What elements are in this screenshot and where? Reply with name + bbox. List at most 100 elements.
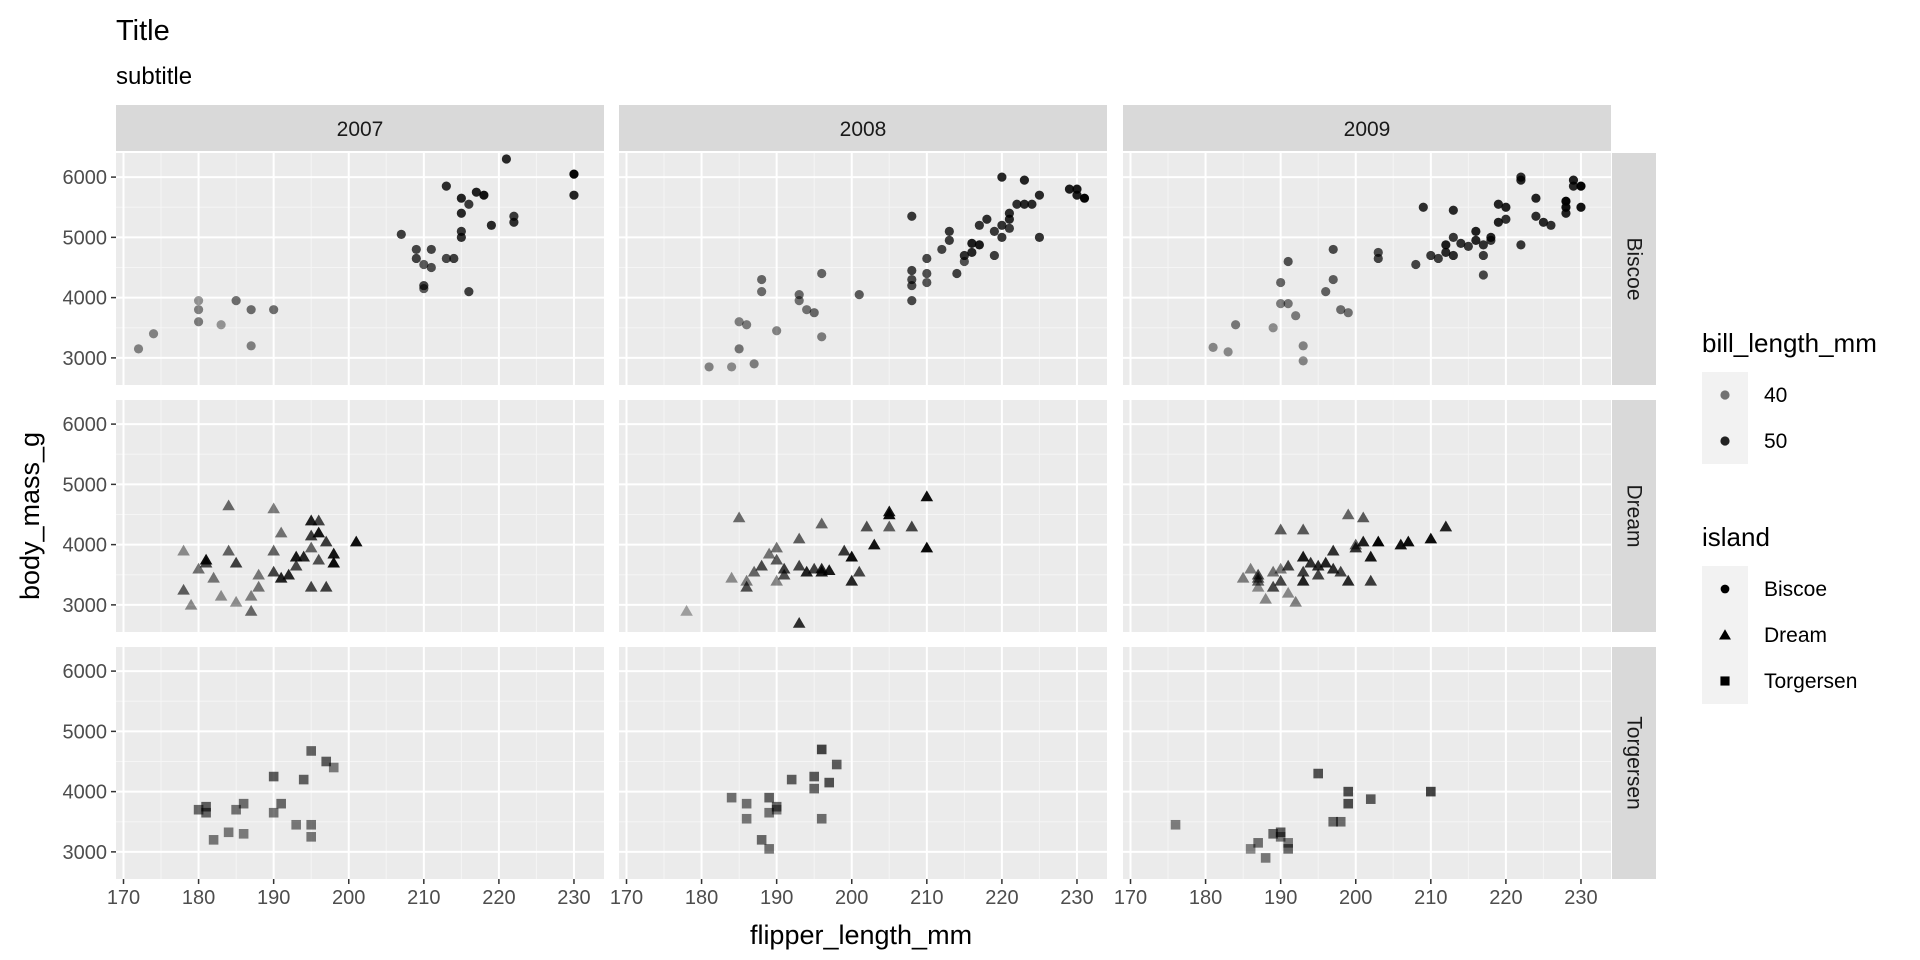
data-point-triangle [777,568,791,580]
data-point-triangle [1274,523,1287,535]
data-point-circle [1231,320,1241,330]
series-points [193,746,339,845]
data-point-triangle [845,550,859,562]
data-point-triangle [792,532,806,544]
data-point-circle [922,253,932,264]
data-point-triangle [1341,574,1355,586]
data-point-square [276,798,286,809]
data-point-circle [937,244,947,255]
series-points [1236,508,1453,607]
data-point-triangle [762,547,776,559]
data-point-triangle [327,547,341,559]
data-point-circle [1463,241,1473,252]
data-point-circle [959,256,969,267]
data-point-square [208,835,219,845]
y-tick-label: 3000 [63,348,108,370]
data-point-circle [997,172,1007,182]
data-point-square [816,744,827,755]
facet-strip-label: Torgersen [1623,716,1646,809]
data-point-triangle [1236,571,1250,583]
data-point-triangle [740,580,753,592]
x-tick-label: 230 [1564,887,1597,909]
data-point-circle [1448,232,1458,242]
x-tick-label: 210 [407,887,440,909]
data-point-triangle [852,565,866,577]
data-point-circle [742,320,752,330]
x-tick-label: 200 [332,887,365,909]
data-point-triangle [349,535,363,547]
data-point-triangle [207,571,220,583]
data-point-triangle [680,604,693,616]
data-point-triangle [860,520,874,532]
data-point-square [1275,832,1286,842]
data-point-square [1253,838,1263,848]
data-point-triangle [777,562,791,574]
data-point-triangle [1341,508,1355,520]
data-point-circle [1561,202,1571,212]
data-point-square [1170,819,1181,830]
data-point-circle [1478,250,1488,261]
data-point-circle [749,359,759,369]
data-point-square [1720,676,1730,686]
panel-background [1123,153,1611,385]
data-point-circle [501,154,511,164]
facet-strip-label: 2008 [840,118,887,141]
data-point-triangle [199,553,213,565]
data-point-circle [464,199,474,209]
legend-label: 50 [1764,430,1787,453]
x-tick-label: 190 [257,887,290,909]
data-point-circle [1576,202,1586,212]
legends: bill_length_mm 40 50 island Biscoe Dream Torge… [1702,328,1877,704]
data-point-circle [794,296,804,306]
data-point-triangle [267,544,280,556]
data-point-triangle [1326,544,1340,556]
y-tick-label: 3000 [63,595,108,617]
data-point-circle [944,226,954,236]
data-point-triangle [792,559,806,571]
data-point-triangle [1274,574,1287,586]
data-point-triangle [1259,592,1272,604]
facet-strip-label: Biscoe [1623,237,1646,300]
legend-label: 40 [1764,384,1787,407]
data-point-triangle [267,565,280,577]
data-point-circle [471,187,481,197]
facet-strip-top [1123,105,1611,151]
data-point-circle [246,305,256,315]
data-point-circle [1283,299,1293,309]
data-point-square [1283,838,1293,848]
chart-title: Title [116,15,170,47]
data-point-triangle [1296,565,1310,577]
data-point-circle [1531,211,1541,221]
x-tick-label: 170 [107,887,140,909]
data-point-circle [419,259,429,270]
data-point-square [268,807,279,818]
data-point-triangle [244,604,258,616]
data-point-circle [1298,356,1308,366]
y-tick-label: 5000 [63,227,108,249]
data-point-circle [817,268,827,279]
data-point-triangle [222,544,235,556]
data-point-circle [757,286,767,297]
data-point-triangle [1251,568,1265,580]
data-point-circle [464,286,474,297]
data-point-circle [1328,244,1338,255]
y-tick-label: 4000 [63,782,108,804]
data-point-square [1343,786,1354,797]
facet-panel [1123,153,1611,385]
data-point-circle [1568,181,1579,191]
data-point-circle [426,244,436,255]
data-point-circle [193,317,204,327]
panel-background [116,647,604,879]
x-tick-label: 220 [985,887,1018,909]
data-point-circle [509,217,519,227]
x-tick-label: 220 [482,887,515,909]
legend-title: bill_length_mm [1702,328,1877,358]
x-tick-label: 180 [685,887,718,909]
data-point-triangle [1439,520,1453,532]
data-point-circle [1336,305,1346,315]
data-point-circle [802,305,812,315]
data-point-triangle [1296,523,1310,535]
data-point-circle [1486,235,1496,245]
data-point-circle [1004,223,1015,233]
data-point-triangle [800,565,813,577]
